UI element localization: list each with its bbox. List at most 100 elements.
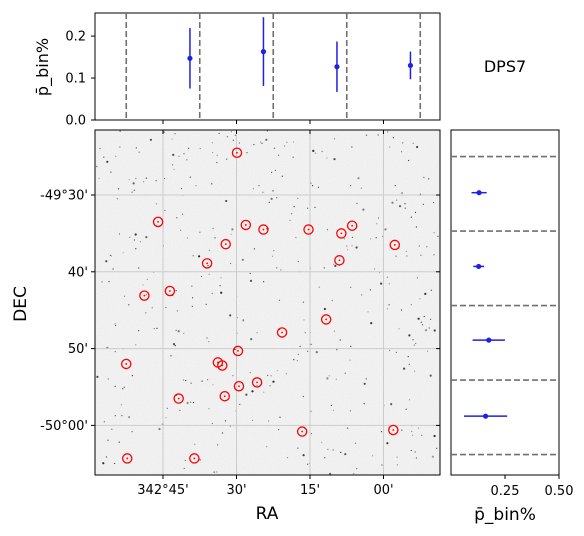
star bbox=[230, 233, 232, 235]
star bbox=[180, 188, 183, 190]
star bbox=[234, 134, 236, 136]
star bbox=[138, 267, 140, 269]
right-points bbox=[463, 190, 508, 419]
star bbox=[266, 130, 268, 132]
right-x-label: p̄_bin% bbox=[474, 505, 536, 525]
star-field bbox=[96, 130, 439, 475]
right-x-tick-label: 0.50 bbox=[545, 484, 574, 499]
right-bin-edges bbox=[451, 155, 559, 456]
map-y-ticks: -49°30' 40' 50' -50°00' bbox=[40, 189, 440, 434]
source-center bbox=[224, 243, 227, 246]
star bbox=[138, 330, 140, 332]
star bbox=[170, 355, 172, 357]
star bbox=[346, 427, 349, 429]
star bbox=[428, 178, 430, 180]
star bbox=[250, 338, 253, 341]
star bbox=[386, 442, 389, 445]
star bbox=[135, 177, 137, 180]
star bbox=[328, 375, 330, 377]
star bbox=[175, 394, 178, 397]
star bbox=[410, 449, 412, 452]
star bbox=[262, 191, 264, 193]
star bbox=[177, 330, 180, 333]
source-ring bbox=[240, 219, 252, 231]
right-point bbox=[476, 263, 482, 270]
star bbox=[302, 301, 304, 303]
source-center bbox=[351, 224, 354, 227]
source-center bbox=[301, 430, 304, 433]
star bbox=[252, 188, 254, 190]
star bbox=[299, 345, 301, 347]
star bbox=[272, 190, 274, 192]
star bbox=[375, 237, 377, 239]
star bbox=[173, 168, 175, 170]
star bbox=[323, 267, 325, 269]
star bbox=[165, 417, 167, 419]
star bbox=[416, 145, 419, 149]
star bbox=[207, 265, 209, 267]
star bbox=[355, 246, 358, 249]
star bbox=[357, 177, 360, 180]
star bbox=[304, 332, 306, 334]
star bbox=[145, 312, 147, 314]
star bbox=[174, 345, 176, 347]
star bbox=[186, 401, 189, 404]
star bbox=[274, 169, 276, 171]
star bbox=[178, 155, 180, 157]
star bbox=[381, 464, 383, 466]
star bbox=[96, 165, 98, 168]
source-center bbox=[281, 331, 283, 334]
star bbox=[263, 391, 265, 393]
star bbox=[365, 378, 367, 380]
right-x-tick-label: 0.25 bbox=[491, 484, 520, 499]
star bbox=[105, 456, 108, 458]
star bbox=[102, 462, 105, 465]
star bbox=[133, 239, 135, 241]
star bbox=[211, 292, 213, 295]
star bbox=[174, 133, 176, 135]
star bbox=[363, 382, 366, 385]
star bbox=[184, 459, 186, 461]
star bbox=[183, 332, 185, 334]
star bbox=[119, 130, 121, 132]
star bbox=[276, 267, 278, 269]
star bbox=[132, 182, 135, 185]
star bbox=[163, 131, 165, 133]
star bbox=[369, 289, 371, 291]
star bbox=[191, 305, 193, 307]
star bbox=[110, 171, 112, 173]
star bbox=[263, 281, 265, 283]
star bbox=[380, 282, 383, 285]
star bbox=[183, 467, 185, 469]
star bbox=[200, 275, 203, 277]
star bbox=[362, 208, 365, 211]
star bbox=[398, 328, 400, 330]
star bbox=[165, 306, 167, 309]
star bbox=[271, 255, 274, 257]
star bbox=[414, 451, 416, 453]
source-ring bbox=[220, 238, 231, 250]
star bbox=[207, 379, 209, 381]
source-center bbox=[236, 151, 238, 154]
source-center bbox=[168, 290, 171, 292]
star bbox=[242, 319, 244, 321]
star bbox=[238, 142, 240, 144]
star bbox=[164, 209, 166, 212]
source-ring bbox=[231, 147, 243, 159]
star bbox=[192, 401, 195, 404]
star bbox=[285, 373, 287, 375]
star bbox=[246, 152, 248, 154]
source-center bbox=[325, 318, 328, 321]
star bbox=[404, 207, 406, 209]
star bbox=[347, 249, 349, 251]
star bbox=[311, 185, 314, 187]
star bbox=[190, 401, 192, 403]
star bbox=[302, 395, 304, 398]
star bbox=[226, 136, 228, 138]
star bbox=[242, 320, 244, 322]
star bbox=[190, 382, 192, 384]
star bbox=[421, 324, 424, 326]
star bbox=[156, 327, 158, 329]
star bbox=[186, 237, 188, 239]
